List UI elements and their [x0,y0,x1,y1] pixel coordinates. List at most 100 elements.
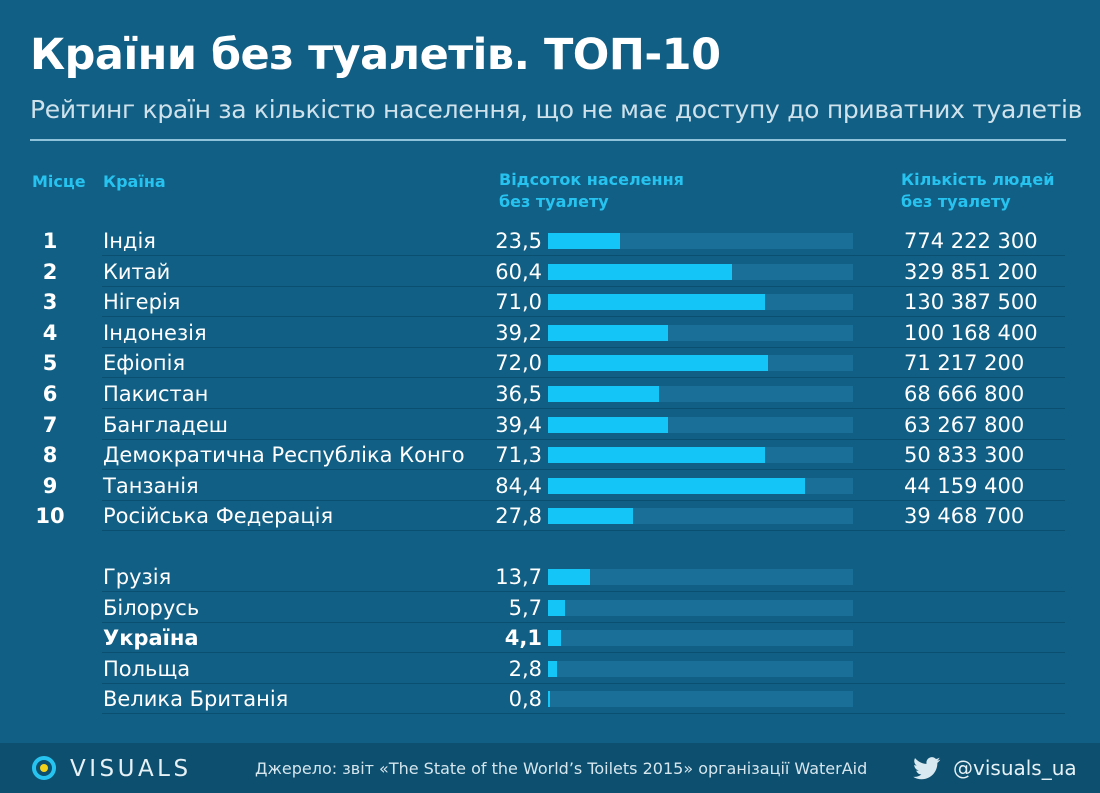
country-name: Китай [103,259,171,284]
logo-text: VISUALS [70,756,192,782]
country-name: Демократична Республіка Конго [103,443,465,468]
table-row: Велика Британія 0,8 [0,684,1100,715]
table-row: 7 Бангладеш 39,4 63 267 800 [0,410,1100,440]
percent-value: 39,4 [495,412,542,437]
country-name: Велика Британія [103,687,289,712]
percent-value: 2,8 [508,656,542,681]
count-column-header: Кількість людей без туалету [901,169,1054,213]
row-divider [102,652,1065,654]
percent-header-line-1: Відсоток населення [499,170,684,189]
percent-header-line-2: без туалету [499,192,609,211]
percent-value: 5,7 [508,595,542,620]
row-divider [102,499,1065,501]
footer: VISUALS Джерело: звіт «The State of the … [0,743,1100,793]
people-count: 44 159 400 [904,473,1025,498]
bar-track [548,599,853,616]
row-divider [102,316,1065,318]
bar-track [548,447,853,464]
visuals-logo-icon [32,756,56,780]
percent-column-header: Відсоток населення без туалету [499,169,684,213]
rank-number: 4 [42,320,58,345]
people-count: 774 222 300 [904,229,1038,253]
percent-value: 13,7 [495,565,542,589]
title-divider [30,139,1066,141]
percent-value: 39,2 [495,320,542,345]
percent-value: 27,8 [495,504,542,529]
country-name: Україна [103,626,199,651]
country-name: Пакистан [103,382,209,406]
percent-value: 60,4 [495,259,542,284]
count-header-line-2: без туалету [901,192,1011,211]
row-divider [102,377,1065,379]
percent-value: 84,4 [495,473,542,498]
rank-column-header: Місце [32,172,86,191]
row-divider [102,469,1065,471]
table-row: 3 Нігерія 71,0 130 387 500 [0,287,1100,318]
bar-track [548,355,853,372]
country-name: Російська Федерація [103,504,334,529]
country-name: Індонезія [103,320,207,345]
twitter-bird-icon [913,757,941,780]
percent-bar [548,355,768,372]
source-note: Джерело: звіт «The State of the World’s … [255,759,868,778]
table-row: 1 Індія 23,5 774 222 300 [0,226,1100,256]
percent-bar [548,691,551,708]
percent-bar [548,263,733,280]
people-count: 130 387 500 [904,290,1038,315]
percent-bar [548,630,561,647]
table-row: 10 Російська Федерація 27,8 39 468 700 [0,501,1100,532]
percent-value: 0,8 [508,687,542,712]
row-divider [102,530,1065,532]
page-subtitle: Рейтинг країн за кількістю населення, що… [30,95,1083,124]
country-name: Грузія [103,565,172,589]
bar-track [548,263,853,280]
country-name: Танзанія [103,473,199,498]
country-name: Нігерія [103,290,181,315]
table-row: 6 Пакистан 36,5 68 666 800 [0,379,1100,409]
percent-bar [548,416,669,433]
table-row: 5 Ефіопія 72,0 71 217 200 [0,348,1100,379]
percent-value: 36,5 [495,382,542,406]
bar-track [548,630,853,647]
people-count: 329 851 200 [904,259,1038,284]
table-row: 2 Китай 60,4 329 851 200 [0,257,1100,287]
people-count: 71 217 200 [904,351,1025,376]
country-name: Білорусь [103,595,200,620]
bar-track [548,386,853,402]
percent-bar [548,508,633,525]
percent-bar [548,660,557,677]
row-divider [102,682,1065,684]
people-count: 68 666 800 [904,382,1025,406]
row-divider [102,408,1065,409]
percent-bar [548,294,765,311]
row-divider [102,713,1065,715]
bar-track [548,294,853,311]
row-divider [102,438,1065,440]
bar-track [548,508,853,525]
row-divider [102,346,1065,348]
table-row: Польща 2,8 [0,654,1100,684]
percent-bar [548,386,660,402]
table-row: 4 Індонезія 39,2 100 168 400 [0,318,1100,348]
country-name: Ефіопія [103,351,186,376]
rank-number: 10 [35,504,65,529]
country-name: Індія [103,229,156,253]
percent-bar [548,569,590,585]
bar-track [548,477,853,494]
percent-value: 71,3 [495,443,542,468]
bar-track [548,660,853,677]
rank-number: 6 [42,382,58,406]
percent-bar [548,233,620,249]
rank-number: 2 [42,259,58,284]
people-count: 100 168 400 [904,320,1038,345]
rank-number: 5 [42,351,58,376]
country-name: Бангладеш [103,412,228,437]
country-name: Польща [103,656,191,681]
rank-number: 8 [42,443,58,468]
country-column-header: Країна [103,172,166,191]
percent-value: 71,0 [495,290,542,315]
percent-bar [548,477,806,494]
rank-number: 1 [42,229,58,253]
table-row: Грузія 13,7 [0,562,1100,592]
percent-value: 72,0 [495,351,542,376]
